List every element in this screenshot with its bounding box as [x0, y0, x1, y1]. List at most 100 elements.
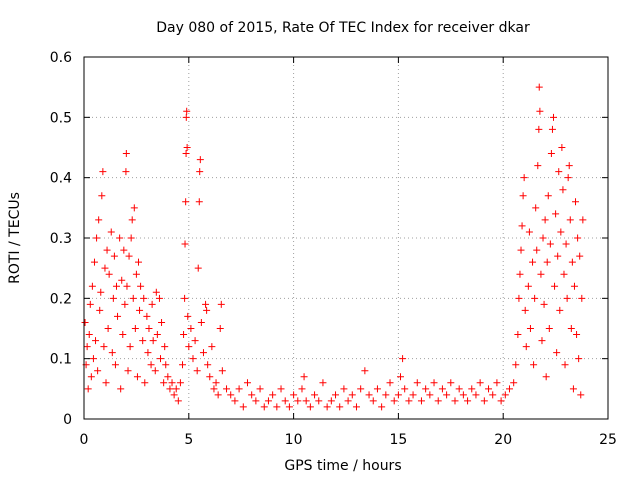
- data-point: [152, 288, 160, 296]
- data-point: [90, 258, 98, 266]
- data-point: [373, 385, 381, 393]
- data-point: [185, 343, 193, 351]
- data-point: [97, 288, 105, 296]
- data-point: [139, 337, 147, 345]
- data-point: [413, 379, 421, 387]
- data-point: [434, 397, 442, 405]
- data-point: [302, 397, 310, 405]
- data-point: [103, 246, 111, 254]
- data-point: [239, 403, 247, 411]
- data-point: [294, 397, 302, 405]
- data-point: [112, 282, 120, 290]
- data-point: [554, 252, 562, 260]
- data-point: [567, 325, 575, 332]
- data-point: [180, 331, 188, 339]
- data-point: [540, 300, 548, 308]
- data-point: [531, 294, 539, 302]
- data-point: [405, 397, 413, 405]
- data-point: [183, 107, 191, 115]
- data-point: [110, 252, 118, 260]
- x-tick-label: 25: [599, 432, 617, 448]
- data-point: [243, 379, 251, 387]
- data-point: [315, 397, 323, 405]
- data-point: [208, 343, 216, 351]
- data-point: [140, 294, 148, 302]
- data-point: [569, 385, 577, 393]
- data-point: [493, 379, 501, 387]
- data-point: [264, 397, 272, 405]
- data-point: [578, 294, 586, 302]
- data-point: [105, 270, 113, 278]
- data-point: [111, 361, 119, 369]
- data-point: [382, 391, 390, 399]
- data-point: [144, 349, 152, 357]
- data-point: [134, 258, 142, 266]
- data-point: [512, 361, 520, 369]
- data-point: [124, 367, 132, 375]
- data-point: [290, 391, 298, 399]
- data-point: [532, 204, 540, 212]
- data-point: [100, 343, 108, 351]
- data-point: [151, 367, 159, 375]
- data-point: [102, 379, 110, 387]
- x-tick-label: 5: [184, 432, 193, 448]
- data-point: [561, 361, 569, 369]
- data-point: [206, 373, 214, 381]
- data-point: [183, 144, 191, 151]
- data-point: [533, 246, 541, 254]
- data-point: [361, 367, 369, 375]
- data-point: [194, 264, 202, 272]
- data-point: [101, 264, 109, 272]
- data-point: [417, 397, 425, 405]
- data-point: [564, 174, 572, 182]
- data-points: [81, 83, 587, 411]
- data-point: [558, 144, 566, 151]
- data-point: [133, 373, 141, 381]
- data-point: [256, 385, 264, 393]
- data-point: [285, 403, 293, 411]
- data-point: [99, 168, 107, 176]
- data-point: [576, 252, 584, 260]
- data-point: [344, 397, 352, 405]
- data-point: [196, 168, 204, 176]
- x-tick-label: 0: [80, 432, 89, 448]
- data-point: [300, 373, 308, 381]
- data-point: [357, 385, 365, 393]
- data-point: [132, 270, 140, 278]
- data-point: [136, 306, 144, 314]
- data-point: [155, 294, 163, 302]
- data-point: [227, 391, 235, 399]
- data-point: [260, 403, 268, 411]
- data-point: [505, 385, 513, 393]
- data-point: [166, 385, 174, 393]
- data-point: [409, 391, 417, 399]
- data-point: [563, 294, 571, 302]
- data-point: [158, 318, 166, 326]
- data-point: [120, 246, 128, 254]
- data-point: [182, 150, 190, 158]
- data-point: [559, 186, 567, 194]
- data-point: [544, 192, 552, 200]
- data-point: [573, 331, 581, 339]
- y-tick-label: 0.1: [50, 352, 72, 368]
- data-point: [88, 282, 96, 290]
- data-point: [525, 228, 533, 236]
- data-point: [162, 361, 170, 369]
- data-point: [422, 385, 430, 393]
- data-point: [126, 343, 134, 351]
- data-point: [87, 373, 95, 381]
- data-point: [98, 192, 106, 200]
- data-point: [128, 216, 136, 224]
- data-point: [181, 240, 189, 248]
- data-point: [149, 337, 157, 345]
- data-point: [535, 125, 543, 133]
- data-point: [193, 367, 201, 375]
- data-point: [231, 397, 239, 405]
- data-point: [394, 391, 402, 399]
- data-point: [118, 276, 126, 284]
- data-point: [369, 397, 377, 405]
- x-tick-label: 10: [285, 432, 303, 448]
- plot-frame: [83, 56, 609, 420]
- data-point: [365, 391, 373, 399]
